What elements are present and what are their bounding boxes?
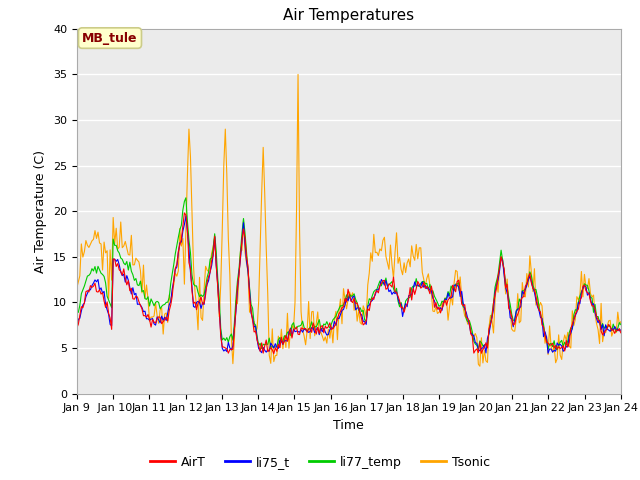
li77_temp (255, 343, 262, 348)
X-axis label: Time: Time (333, 419, 364, 432)
Line: AirT: AirT (77, 213, 621, 354)
li75_t (255, 346, 262, 351)
Tsonic (617, 319, 625, 324)
AirT (617, 330, 625, 336)
AirT (180, 210, 188, 216)
li75_t (589, 301, 597, 307)
li77_temp (312, 324, 320, 330)
Tsonic (294, 72, 302, 77)
li77_temp (264, 342, 271, 348)
Tsonic (262, 245, 270, 251)
li75_t (312, 326, 320, 332)
Tsonic (140, 262, 147, 268)
li77_temp (182, 195, 189, 201)
Y-axis label: Air Temperature (C): Air Temperature (C) (35, 150, 47, 273)
AirT (270, 351, 278, 357)
AirT (255, 342, 262, 348)
li75_t (140, 309, 147, 314)
li75_t (544, 350, 552, 356)
li77_temp (589, 310, 597, 315)
Tsonic (253, 325, 261, 331)
li77_temp (617, 322, 625, 327)
Tsonic (73, 285, 81, 291)
li77_temp (140, 288, 147, 293)
li75_t (182, 213, 189, 219)
AirT (264, 349, 271, 355)
AirT (140, 313, 147, 319)
Text: MB_tule: MB_tule (82, 32, 138, 45)
AirT (73, 325, 81, 331)
Tsonic (589, 292, 597, 298)
Tsonic (312, 321, 320, 326)
Line: Tsonic: Tsonic (77, 74, 621, 366)
li77_temp (73, 310, 81, 315)
Title: Air Temperatures: Air Temperatures (284, 9, 414, 24)
li77_temp (554, 347, 561, 352)
AirT (314, 324, 321, 330)
Line: li75_t: li75_t (77, 216, 621, 353)
AirT (237, 253, 244, 259)
li75_t (617, 327, 625, 333)
AirT (589, 303, 597, 309)
Tsonic (235, 275, 243, 281)
li75_t (73, 325, 81, 331)
Tsonic (476, 363, 484, 369)
li75_t (237, 256, 244, 262)
Legend: AirT, li75_t, li77_temp, Tsonic: AirT, li75_t, li77_temp, Tsonic (145, 451, 495, 474)
li77_temp (237, 249, 244, 254)
Line: li77_temp: li77_temp (77, 198, 621, 349)
li75_t (264, 347, 271, 353)
